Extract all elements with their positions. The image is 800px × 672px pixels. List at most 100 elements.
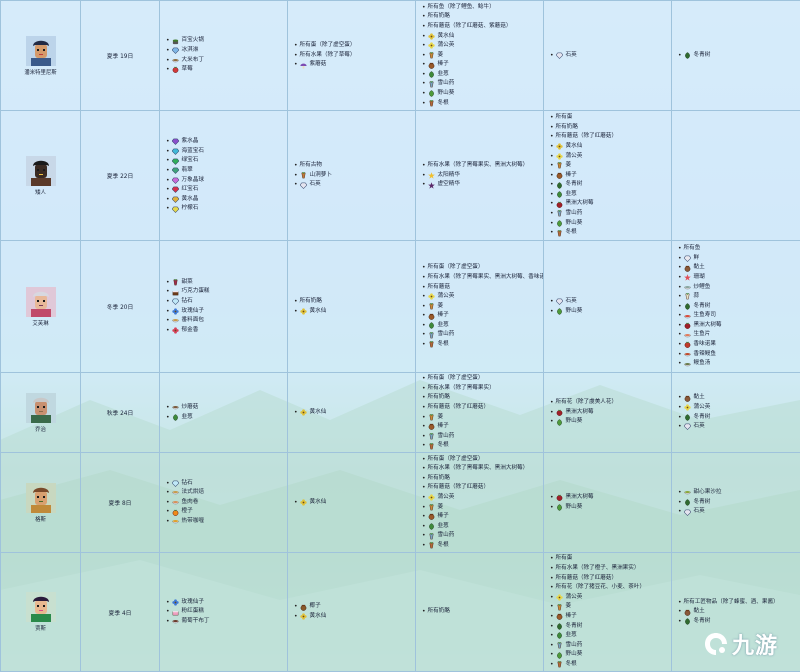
item-label: 蒲公英 [438,292,455,302]
list-item: 太阳精华 [422,171,543,181]
gift-list: 所有工匠物品（除了蜂蜜、酒、果酱）黏土冬青树 [672,598,800,627]
item-label: 韭葱 [438,321,449,331]
jiuyou-logo-icon [703,631,729,657]
item-label: 所有鱼（除了鲤鱼、鲶牛） [428,3,495,13]
item-label: 榛子 [566,171,577,181]
list-item: 百宝火锅 [166,36,287,46]
list-item: 石英 [678,507,800,517]
berry-icon [172,509,179,516]
nut-icon [556,613,563,620]
nut-icon [428,423,435,430]
list-item: 韭葱 [422,522,543,532]
item-label: 所有奶酪 [428,12,450,22]
list-item: 冰淇淋 [166,46,287,56]
item-label: 蒲公英 [694,403,711,413]
item-label: 冬根 [566,660,577,670]
item-label: 韭葱 [438,522,449,532]
nut-icon [428,62,435,69]
list-item: 野山葵 [550,417,671,427]
flower-icon [300,409,307,416]
list-item: 所有蘑菇（除了红蘑菇） [550,132,671,142]
list-item: 雪山药 [422,531,543,541]
list-item: 冬青树 [678,413,800,423]
list-item: 所有蛋（除了虚空蛋） [422,455,543,465]
flower-icon [172,327,179,334]
essence-icon [428,182,435,189]
gift-list: 黄水仙 [288,408,415,418]
item-label: 黄水晶 [182,195,199,205]
gift-list: 所有蛋（除了虚空蛋）所有水果（除了黑莓果实）所有奶酪所有蘑菇（除了红蘑菇）姜榛子… [416,374,543,451]
item-label: 所有水果（除了黑莓果实、黑洲大树莓） [428,161,529,171]
leaf-icon [684,414,691,421]
flower-icon [428,33,435,40]
gem-icon [300,182,307,189]
list-item: 所有水果（除了黑莓果实、黑洲大树莓） [422,161,543,171]
dish-icon [684,313,691,320]
gift-list: 椰子黄水仙 [288,602,415,621]
leaf-icon [556,419,563,426]
list-item: 石英 [550,51,671,61]
list-item: 黑洲大树莓 [550,408,671,418]
flower-icon [300,613,307,620]
list-item: 黑洲大树莓 [550,493,671,503]
nut-icon [684,609,691,616]
list-item: 所有鱼 [678,244,800,254]
list-item: 榛子 [422,311,543,321]
list-item: 雪山药 [422,432,543,442]
item-label: 雪山药 [566,641,583,651]
item-label: 炒蘑菇 [182,403,199,413]
birthday-cell: 夏季 4日 [81,553,160,672]
list-item: 香味诺果 [678,340,800,350]
list-item: 钻石 [166,297,287,307]
root-vegetable-icon [556,230,563,237]
flower-icon [300,499,307,506]
item-label: 香味诺果 [694,340,716,350]
gift-list: 所有水果（除了黑莓果实、黑洲大树莓）太阳精华虚空精华 [416,161,543,190]
cake-icon [172,609,179,616]
dish-icon [172,57,179,64]
item-label: 冬青树 [694,51,711,61]
item-label: 鱼肉卷 [182,498,199,508]
item-label: 炒鲤鱼 [694,283,711,293]
item-label: 橙子 [182,507,193,517]
list-item: 韭葱 [550,190,671,200]
list-item: 冬青树 [678,302,800,312]
list-item: 玫瑰仙子 [166,598,287,608]
item-label: 山洞萝卜 [310,171,332,181]
item-label: 玫瑰仙子 [182,307,204,317]
character-portrait [26,592,56,622]
leaf-icon [684,303,691,310]
root-vegetable-icon [172,279,179,286]
item-label: 雪山药 [566,209,583,219]
gift-list-cell-5: 黏土蒲公英冬青树石英 [672,373,800,453]
birthday-text: 夏季 4日 [109,611,132,617]
list-item: 大米布丁 [166,56,287,66]
list-item: 冬根 [422,541,543,551]
list-item: 所有蘑菇（除了红蘑菇） [422,483,543,493]
dish-icon [172,618,179,625]
gem-icon [172,47,179,54]
list-item: 所有蘑菇（除了红蘑菇） [422,403,543,413]
birthday-text: 夏季 22日 [107,174,134,180]
item-label: 榛子 [438,60,449,70]
item-label: 所有水果（除了草莓） [300,51,356,61]
list-item: 海蓝宝石 [166,147,287,157]
gem-icon [684,423,691,430]
character-portrait [26,483,56,513]
list-item: 紫水晶 [166,137,287,147]
item-label: 百宝火锅 [182,36,204,46]
item-label: 海蓝宝石 [182,147,204,157]
gift-list: 黄水仙 [288,498,415,508]
gift-list-cell-4: 所有蛋所有水果（除了橙子、黑洲果实）所有蘑菇（除了红蘑菇）所有花（除了猪豆花、小… [544,553,672,672]
item-label: 所有奶酪 [428,607,450,617]
item-label: 石英 [566,297,577,307]
item-label: 所有花（除了猪豆花、小麦、茶叶） [556,583,646,593]
list-item: 野山葵 [550,307,671,317]
leaf-icon [684,499,691,506]
gift-list-cell-2: 黄水仙 [288,373,416,453]
item-label: 野山葵 [566,307,583,317]
list-item: 蒲公英 [422,41,543,51]
item-label: 所有蛋 [556,113,573,123]
list-item: 冬根 [550,660,671,670]
character-portrait [26,287,56,317]
